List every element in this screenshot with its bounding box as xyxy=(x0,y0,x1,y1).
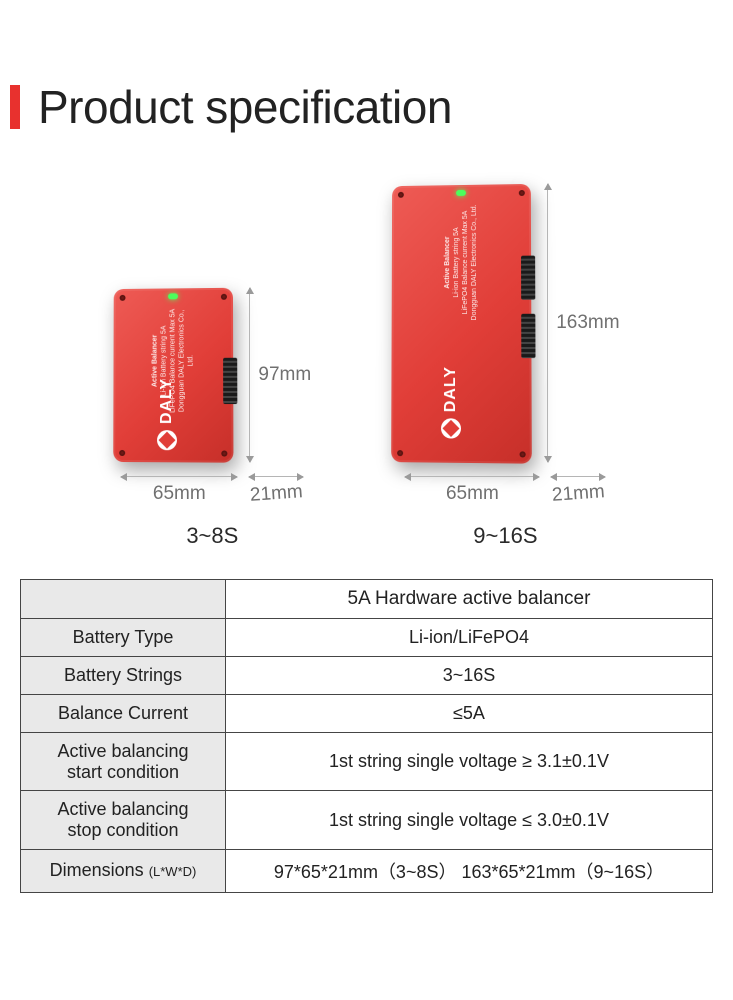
daly-logo-icon xyxy=(441,418,461,438)
spec-label-dimensions: Dimensions (L*W*D) xyxy=(21,849,226,892)
variant-label: 9~16S xyxy=(473,523,537,549)
dimension-line-icon xyxy=(249,288,250,462)
spec-label: Active balancing stop condition xyxy=(21,791,226,849)
spec-label: Battery Type xyxy=(21,619,226,657)
dimension-line-icon xyxy=(249,476,303,477)
table-row: Balance Current ≤5A xyxy=(21,695,713,733)
device-brand-label: DALY xyxy=(441,366,461,439)
page-title: Product specification xyxy=(38,80,452,134)
device-sub: Dongguan DALY Electronics Co., Ltd. xyxy=(471,204,478,320)
screw-icon xyxy=(397,450,403,456)
dimension-line-icon xyxy=(405,476,539,477)
height-dimension: 97mm xyxy=(249,288,311,462)
spec-value: 3~16S xyxy=(226,657,713,695)
depth-label: 21mm xyxy=(551,481,605,507)
dimension-line-icon xyxy=(121,476,237,477)
product-large: Active Balancer Li-ion Battery string 5A… xyxy=(391,184,619,549)
device-large: Active Balancer Li-ion Battery string 5A… xyxy=(391,184,532,464)
dim-label-sub: (L*W*D) xyxy=(149,864,197,879)
width-dimension: 65mm xyxy=(121,476,237,505)
depth-label: 21mm xyxy=(249,481,303,507)
device-sub: Li-ion Battery string 5A xyxy=(453,227,460,297)
dimension-line-icon xyxy=(547,184,548,462)
spec-value: Li-ion/LiFePO4 xyxy=(226,619,713,657)
height-label: 97mm xyxy=(258,364,311,386)
screw-icon xyxy=(120,450,126,456)
table-row: Battery Strings 3~16S xyxy=(21,657,713,695)
depth-dimension: 21mm xyxy=(249,476,303,505)
device-sub: LiFePO4 Balance current Max 5A xyxy=(462,211,469,315)
product-dimensions-figure: Active Balancer Li-ion Battery string 5A… xyxy=(20,184,713,549)
dimension-line-icon xyxy=(551,476,605,477)
width-dimension: 65mm xyxy=(405,476,539,505)
table-row: Battery Type Li-ion/LiFePO4 xyxy=(21,619,713,657)
height-dimension: 163mm xyxy=(547,184,619,462)
device-text: Active Balancer Li-ion Battery string 5A… xyxy=(443,188,479,337)
depth-dimension: 21mm xyxy=(551,476,605,505)
dim-label: Dimensions xyxy=(50,860,144,880)
width-label: 65mm xyxy=(446,483,499,505)
spec-value: 97*65*21mm（3~8S） 163*65*21mm（9~16S） xyxy=(226,849,713,892)
accent-bar xyxy=(10,85,20,129)
screw-icon xyxy=(221,294,227,300)
variant-label: 3~8S xyxy=(186,523,238,549)
connector-port-icon xyxy=(224,358,238,404)
spec-table: 5A Hardware active balancer Battery Type… xyxy=(20,579,713,893)
spec-label: Balance Current xyxy=(21,695,226,733)
width-label: 65mm xyxy=(153,483,206,505)
product-small: Active Balancer Li-ion Battery string 5A… xyxy=(113,288,311,549)
spec-value: 1st string single voltage ≥ 3.1±0.1V xyxy=(226,733,713,791)
device-small: Active Balancer Li-ion Battery string 5A… xyxy=(114,288,234,463)
title-row: Product specification xyxy=(10,80,713,134)
device-model: Active Balancer xyxy=(444,236,451,288)
table-header-value: 5A Hardware active balancer xyxy=(226,580,713,619)
screw-icon xyxy=(519,190,525,196)
device-brand-label: DALY xyxy=(157,378,177,450)
table-header-row: 5A Hardware active balancer xyxy=(21,580,713,619)
device-brand: DALY xyxy=(442,366,460,412)
screw-icon xyxy=(222,450,228,456)
spec-label: Battery Strings xyxy=(21,657,226,695)
spec-value: 1st string single voltage ≤ 3.0±0.1V xyxy=(226,791,713,849)
spec-label: Active balancing start condition xyxy=(21,733,226,791)
screw-icon xyxy=(520,451,526,457)
spec-value: ≤5A xyxy=(226,695,713,733)
height-label: 163mm xyxy=(556,312,619,334)
led-icon xyxy=(168,293,178,299)
device-brand: DALY xyxy=(158,378,176,424)
table-header-blank xyxy=(21,580,226,619)
daly-logo-icon xyxy=(157,430,177,450)
screw-icon xyxy=(398,192,404,198)
table-row: Active balancing start condition 1st str… xyxy=(21,733,713,791)
screw-icon xyxy=(120,295,126,301)
connector-port-icon xyxy=(521,256,535,300)
table-row: Dimensions (L*W*D) 97*65*21mm（3~8S） 163*… xyxy=(21,849,713,892)
device-sub: Dongguan DALY Electronics Co., Ltd. xyxy=(179,309,195,412)
table-row: Active balancing stop condition 1st stri… xyxy=(21,791,713,849)
connector-port-icon xyxy=(521,314,535,358)
